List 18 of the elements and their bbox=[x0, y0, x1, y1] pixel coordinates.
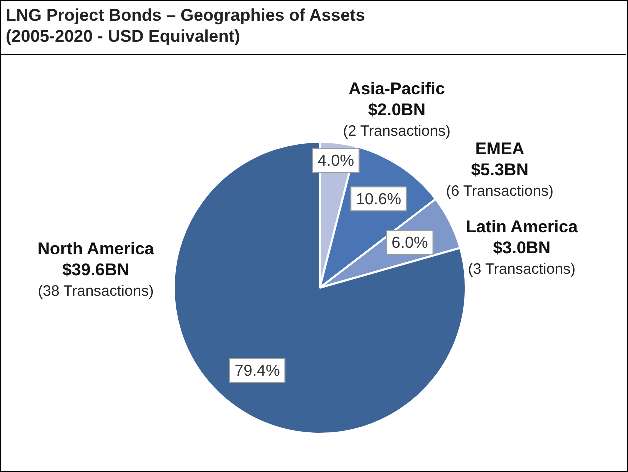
text: (3 Transactions) bbox=[468, 261, 576, 278]
chart-subtitle: (2005-2020 - USD Equivalent) bbox=[6, 27, 240, 47]
text: (2 Transactions) bbox=[343, 123, 451, 140]
slice-label: Latin America bbox=[466, 218, 578, 237]
text: $5.3BN bbox=[471, 160, 529, 180]
text: (6 Transactions) bbox=[446, 183, 554, 200]
data-label: 6.0% bbox=[392, 235, 428, 252]
slice-label: Asia-Pacific bbox=[348, 80, 446, 99]
chart-title: LNG Project Bonds – Geographies of Assets bbox=[6, 6, 366, 26]
slice-label: North America bbox=[38, 240, 155, 259]
text: $3.0BN bbox=[493, 238, 551, 258]
text: (38 Transactions) bbox=[38, 283, 154, 300]
text: $2.0BN bbox=[368, 100, 426, 120]
text: $39.6BN bbox=[62, 260, 130, 280]
slice-label: EMEA bbox=[475, 140, 525, 159]
data-label: 4.0% bbox=[318, 152, 354, 170]
data-label: 10.6% bbox=[356, 192, 402, 209]
data-label: 79.4% bbox=[234, 363, 280, 380]
